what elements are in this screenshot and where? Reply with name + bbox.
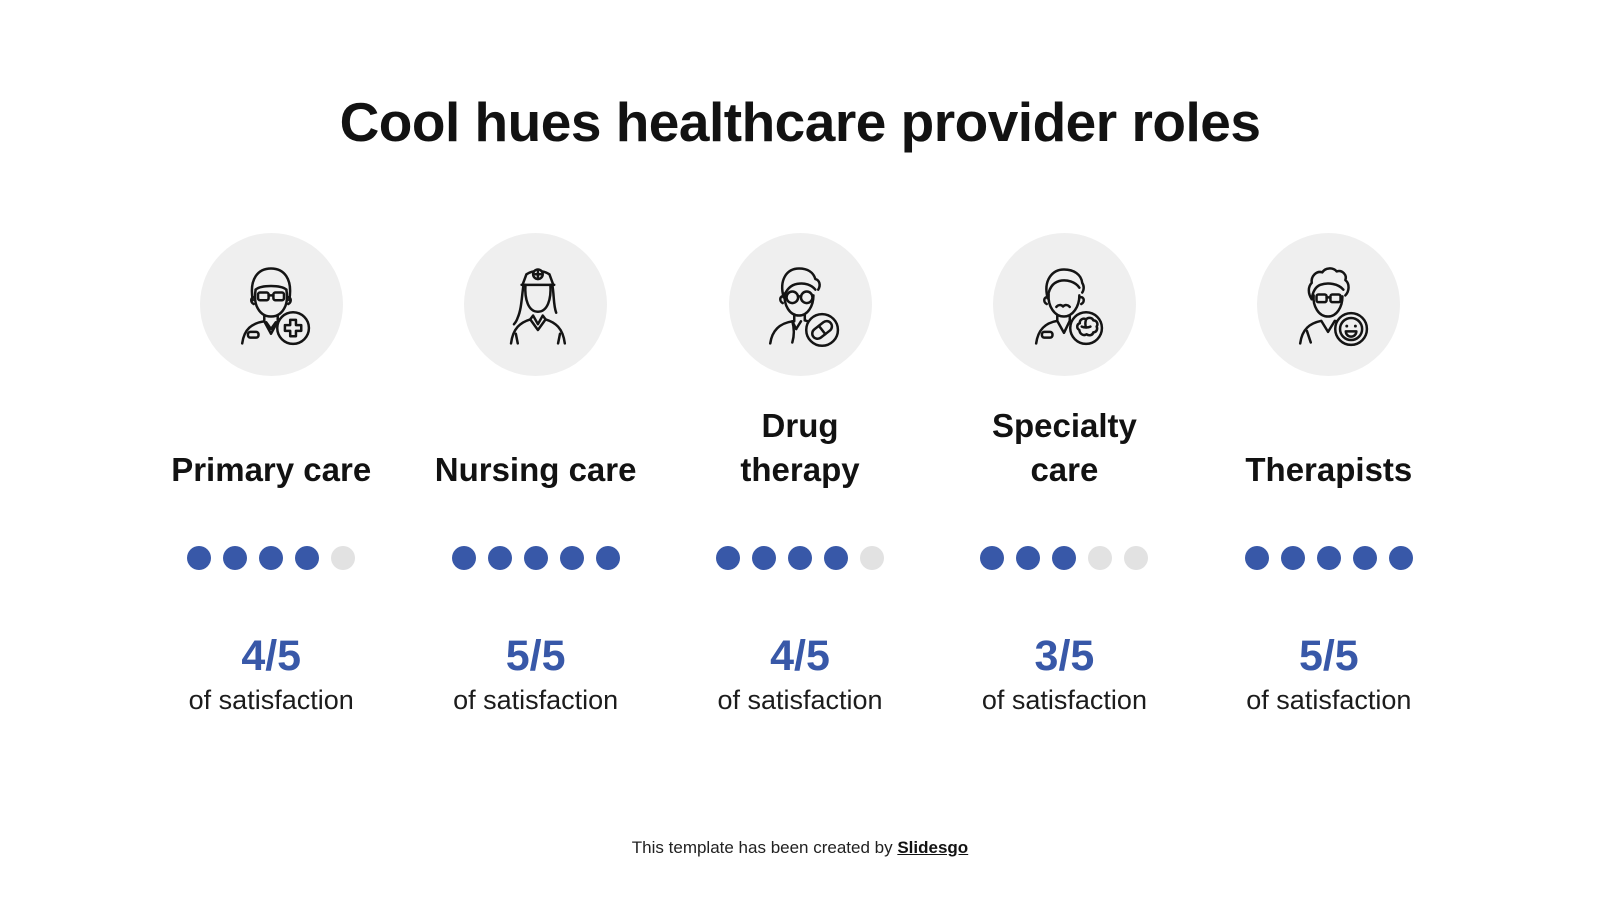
provider-column-specialty-care: Specialty care 3/5 of satisfaction [932, 233, 1196, 717]
rating-dots [716, 546, 885, 570]
rating-dot-filled [824, 546, 849, 570]
provider-column-therapists: Therapists 5/5 of satisfaction [1197, 233, 1461, 717]
rating-dot-filled [187, 546, 212, 570]
footer-credit: This template has been created by Slides… [0, 838, 1600, 858]
avatar [464, 233, 608, 376]
provider-label: Specialty care [991, 407, 1137, 488]
slidesgo-link[interactable]: Slidesgo [897, 838, 969, 857]
rating-dot-filled [1052, 546, 1077, 570]
rating-dots [187, 546, 356, 570]
rating-dot-filled [980, 546, 1005, 570]
rating-dots [1244, 546, 1413, 570]
rating-dot-filled [788, 546, 813, 570]
rating-dot-empty [1124, 546, 1149, 570]
rating-dot-filled [523, 546, 548, 570]
rating-dot-filled [752, 546, 777, 570]
satisfaction-score: 4/5 [241, 632, 302, 680]
provider-column-nursing-care: Nursing care 5/5 of satisfaction [403, 233, 667, 717]
satisfaction-caption: of satisfaction [188, 685, 354, 715]
avatar [992, 233, 1136, 376]
rating-dot-filled [451, 546, 476, 570]
avatar [1257, 233, 1401, 376]
rating-dot-filled [1016, 546, 1041, 570]
provider-columns: Primary care 4/5 of satisfaction [139, 233, 1461, 717]
rating-dot-filled [1388, 546, 1413, 570]
rating-dot-filled [716, 546, 741, 570]
rating-dot-filled [223, 546, 248, 570]
rating-dot-filled [595, 546, 620, 570]
provider-label: Nursing care [434, 451, 637, 488]
satisfaction-score: 5/5 [505, 632, 566, 680]
doctor-brain-icon [1035, 267, 1104, 345]
rating-dot-empty [1088, 546, 1113, 570]
satisfaction-caption: of satisfaction [1246, 685, 1412, 715]
avatar [728, 233, 872, 376]
rating-dot-filled [259, 546, 284, 570]
doctor-cross-icon [241, 266, 311, 345]
rating-dot-empty [331, 546, 356, 570]
satisfaction-score: 5/5 [1298, 632, 1359, 680]
rating-dot-filled [1244, 546, 1269, 570]
rating-dot-filled [559, 546, 584, 570]
rating-dot-filled [487, 546, 512, 570]
provider-column-primary-care: Primary care 4/5 of satisfaction [139, 233, 403, 717]
footer-credit-text: This template has been created by [631, 838, 898, 857]
pharmacist-pill-icon [769, 266, 840, 347]
satisfaction-score: 4/5 [770, 632, 830, 680]
rating-dots [451, 546, 620, 570]
rating-dot-filled [295, 546, 320, 570]
satisfaction-score: 3/5 [1034, 632, 1095, 680]
satisfaction-caption: of satisfaction [453, 685, 619, 715]
slide-title: Cool hues healthcare provider roles [339, 91, 1261, 153]
rating-dot-filled [1352, 546, 1377, 570]
therapist-smiley-icon [1298, 266, 1368, 346]
rating-dots [980, 546, 1149, 570]
rating-dot-filled [1316, 546, 1341, 570]
provider-column-drug-therapy: Drug therapy 4/5 of satisfaction [668, 233, 932, 717]
rating-dot-filled [1280, 546, 1305, 570]
satisfaction-caption: of satisfaction [717, 685, 883, 715]
avatar [199, 233, 343, 376]
satisfaction-caption: of satisfaction [981, 685, 1147, 715]
nurse-cap-icon [509, 267, 566, 345]
provider-label: Primary care [171, 451, 372, 488]
provider-label: Drug therapy [740, 407, 860, 488]
rating-dot-empty [860, 546, 885, 570]
provider-label: Therapists [1245, 451, 1413, 488]
